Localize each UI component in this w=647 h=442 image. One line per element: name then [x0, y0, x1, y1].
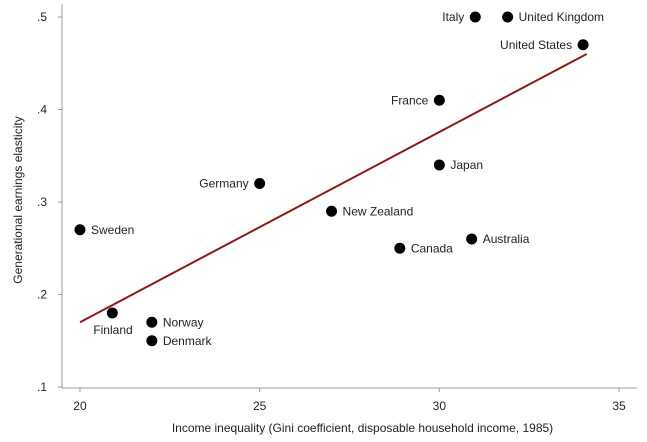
trend-line [79, 53, 588, 324]
x-axis-title: Income inequality (Gini coefficient, dis… [172, 421, 553, 435]
data-point [146, 335, 158, 347]
y-tick-label: .2 [37, 288, 47, 302]
data-point [469, 11, 481, 23]
point-label: Italy [442, 10, 464, 24]
y-tick-label: .1 [37, 380, 47, 394]
data-point [146, 316, 158, 328]
data-point [394, 242, 406, 254]
point-label: France [391, 93, 429, 107]
point-label: Denmark [163, 334, 213, 348]
point-label: Norway [163, 315, 204, 329]
point-label: New Zealand [343, 204, 414, 218]
data-point [466, 233, 478, 245]
point-label: Canada [411, 241, 453, 255]
point-label: Australia [483, 232, 530, 246]
x-tick-label: 35 [612, 399, 626, 413]
y-axis-ticks: .1 .2 .3 .4 .5 [37, 10, 62, 394]
x-axis-ticks: 20 25 30 35 [73, 388, 626, 413]
point-label: United States [500, 38, 572, 52]
x-tick-label: 25 [253, 399, 267, 413]
point-label: Japan [450, 158, 483, 172]
point-label: United Kingdom [519, 10, 604, 24]
x-tick-label: 30 [433, 399, 447, 413]
data-point [74, 224, 86, 236]
point-label: Sweden [91, 223, 134, 237]
y-axis-title: Generational earnings elasticity [11, 116, 25, 283]
y-tick-label: .3 [37, 195, 47, 209]
data-point [106, 307, 118, 319]
data-point [433, 94, 445, 106]
point-label: Finland [93, 323, 132, 337]
data-point [502, 11, 514, 23]
data-point [326, 205, 338, 217]
data-point [254, 178, 266, 189]
point-label: Germany [199, 177, 248, 191]
data-point [433, 159, 445, 171]
y-tick-label: .4 [37, 103, 47, 117]
y-tick-label: .5 [37, 10, 47, 24]
data-points: Italy United Kingdom United States France Ja… [74, 10, 604, 348]
data-point [577, 39, 589, 51]
x-tick-label: 20 [73, 399, 87, 413]
